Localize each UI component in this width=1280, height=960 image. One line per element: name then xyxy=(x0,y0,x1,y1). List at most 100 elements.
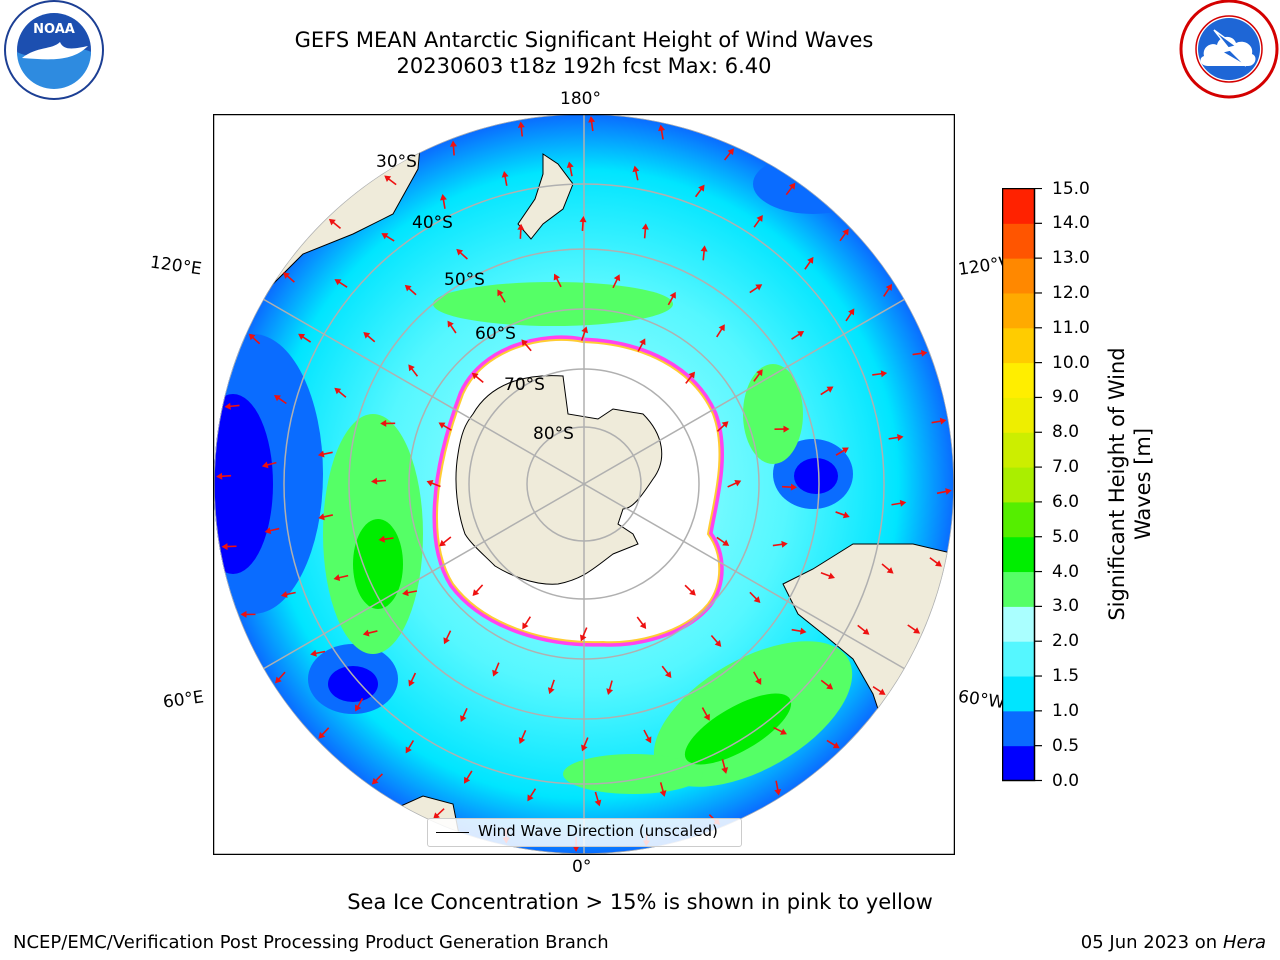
wave-direction-arrow xyxy=(772,540,788,548)
wave-direction-arrow xyxy=(472,584,484,597)
wave-direction-arrow xyxy=(371,773,384,785)
sea-ice-note: Sea Ice Concentration > 15% is shown in … xyxy=(347,890,933,914)
colorbar-tick-label: 3.0 xyxy=(1052,596,1080,617)
wave-direction-arrow xyxy=(580,326,588,341)
wave-direction-arrow xyxy=(883,283,893,297)
graticule xyxy=(214,114,954,854)
wave-direction-arrow xyxy=(381,233,395,242)
wave-direction-arrow xyxy=(283,272,295,283)
wave-direction-arrow xyxy=(371,477,387,485)
wave-direction-arrow xyxy=(641,223,649,239)
wave-direction-arrow xyxy=(749,591,761,604)
colorbar-band xyxy=(1002,641,1035,677)
lon-label-60w: 60°W xyxy=(956,686,1007,714)
wave-direction-arrow xyxy=(929,557,942,567)
wave-direction-arrow xyxy=(667,291,676,306)
wave-direction-arrow xyxy=(384,175,397,186)
wave-direction-arrow xyxy=(447,320,457,334)
wave-direction-arrow xyxy=(298,333,312,343)
wave-direction-arrow xyxy=(710,634,722,647)
wave-direction-arrow xyxy=(317,450,333,458)
wave-direction-arrow xyxy=(888,434,904,441)
colorbar-tick-label: 0.0 xyxy=(1052,770,1080,791)
colorbar-band xyxy=(1002,432,1035,468)
wave-direction-arrow xyxy=(216,472,232,480)
wave-direction-arrow xyxy=(402,589,418,597)
wave-direction-arrow xyxy=(518,729,527,745)
wave-direction-arrow xyxy=(820,679,834,690)
wave-direction-arrow xyxy=(826,739,840,749)
colorbar-band xyxy=(1002,362,1035,398)
wave-direction-arrow xyxy=(310,649,326,657)
lon-label-180: 180° xyxy=(560,89,601,109)
colorbar-tick-label: 13.0 xyxy=(1052,248,1090,269)
wave-direction-arrow xyxy=(845,308,855,322)
wave-direction-arrow xyxy=(931,417,947,425)
wave-direction-arrow xyxy=(936,488,952,495)
wave-direction-arrow xyxy=(588,116,596,132)
wave-direction-arrow xyxy=(240,610,256,618)
wave-direction-arrow xyxy=(716,324,725,338)
wave-direction-arrow xyxy=(684,584,696,596)
wave-direction-arrow xyxy=(721,759,729,774)
wave-direction-arrow xyxy=(464,770,473,784)
wave-direction-arrow xyxy=(497,289,506,303)
wave-direction-arrow xyxy=(380,419,396,427)
footer-branch: NCEP/EMC/Verification Post Processing Pr… xyxy=(13,932,609,953)
nws-lightning-cloud-logo-icon xyxy=(1179,0,1279,99)
lon-label-0: 0° xyxy=(572,857,592,877)
wave-direction-arrow xyxy=(753,214,763,228)
wave-direction-arrow xyxy=(694,184,705,198)
wave-direction-arrow xyxy=(274,394,287,405)
wave-direction-arrow xyxy=(378,535,394,543)
colorbar-tick-label: 4.0 xyxy=(1052,561,1080,582)
wave-direction-arrow xyxy=(456,248,468,260)
colorbar-tick-label: 1.0 xyxy=(1052,700,1080,721)
wave-direction-arrow xyxy=(716,421,729,432)
colorbar-tick-label: 14.0 xyxy=(1052,213,1090,234)
wave-direction-arrow xyxy=(835,447,849,456)
wave-direction-arrow xyxy=(440,194,447,209)
colorbar-band xyxy=(1002,710,1035,747)
colorbar-band xyxy=(1002,223,1035,259)
footer-system: Hera xyxy=(1222,932,1266,953)
colorbar-tick-label: 6.0 xyxy=(1052,491,1080,512)
wave-direction-arrow xyxy=(785,182,796,196)
wave-direction-arrow xyxy=(579,627,588,642)
colorbar-band xyxy=(1002,188,1035,224)
wave-direction-arrow xyxy=(328,218,342,229)
wave-direction-arrow xyxy=(791,627,807,635)
wave-direction-arrow xyxy=(658,124,666,140)
wave-direction-arrow xyxy=(405,740,415,754)
wave-direction-arrow xyxy=(404,284,417,296)
wave-direction-arrow xyxy=(408,672,417,687)
wave-direction-arrow xyxy=(701,707,710,721)
colorbar-tick-label: 15.0 xyxy=(1052,178,1090,199)
wave-direction-arrow xyxy=(426,480,441,488)
colorbar-tick-label: 2.0 xyxy=(1052,631,1080,652)
wave-direction-arrow xyxy=(872,370,888,378)
colorbar-tick-label: 11.0 xyxy=(1052,317,1090,338)
wave-direction-arrow xyxy=(527,788,537,802)
wave-direction-arrow xyxy=(636,616,647,630)
wave-direction-arrow xyxy=(408,364,419,377)
wave-direction-arrow xyxy=(553,273,562,288)
colorbar-tick-label: 8.0 xyxy=(1052,422,1080,443)
wave-direction-arrow xyxy=(517,223,525,239)
wave-direction-arrow xyxy=(632,165,640,181)
footer-date-text: 05 Jun 2023 on xyxy=(1080,932,1218,953)
colorbar-band xyxy=(1002,571,1035,607)
wave-direction-arrow xyxy=(685,371,696,384)
wave-direction-arrow xyxy=(333,574,349,582)
lat-label-60s: 60°S xyxy=(475,324,516,344)
colorbar-band xyxy=(1002,606,1035,642)
chart-subtitle: 20230603 t18z 192h fcst Max: 6.40 xyxy=(396,54,772,78)
wave-direction-arrow xyxy=(579,216,587,232)
noaa-logo-text: NOAA xyxy=(33,22,75,37)
wave-direction-arrow xyxy=(781,483,797,491)
colorbar-title: Significant Height of Wind Waves [m] xyxy=(1104,347,1156,620)
wave-direction-arrow xyxy=(749,284,763,294)
wave-direction-arrow xyxy=(248,333,261,345)
footer-date: 05 Jun 2023 on Hera xyxy=(1081,932,1266,953)
wave-direction-arrow xyxy=(753,671,762,685)
